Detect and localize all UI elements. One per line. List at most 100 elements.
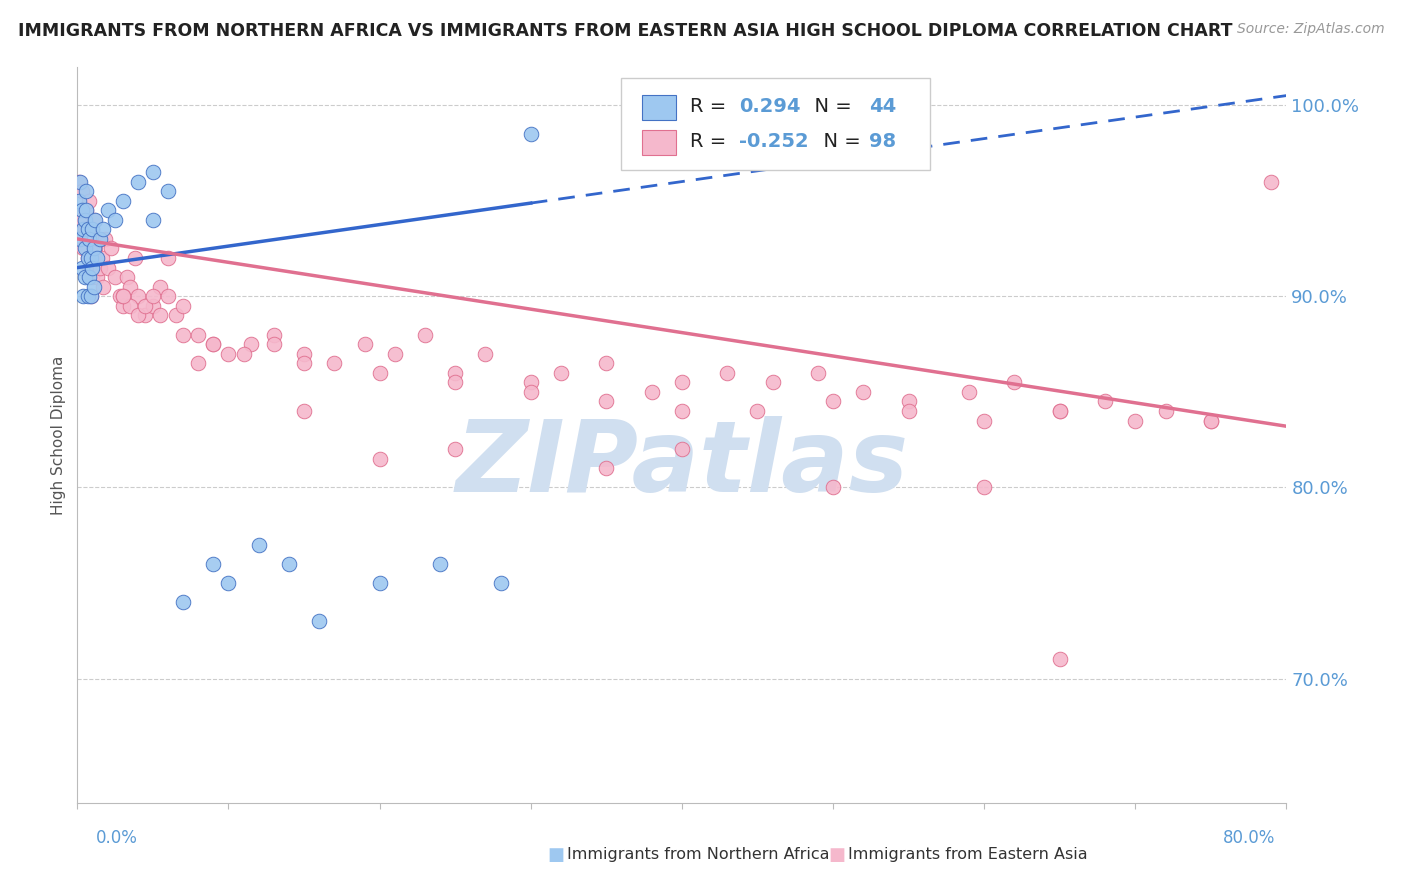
- Text: IMMIGRANTS FROM NORTHERN AFRICA VS IMMIGRANTS FROM EASTERN ASIA HIGH SCHOOL DIPL: IMMIGRANTS FROM NORTHERN AFRICA VS IMMIG…: [18, 22, 1233, 40]
- Point: [100, 242, 122, 256]
- Point: [218, 346, 240, 360]
- Point: [104, 270, 127, 285]
- Point: [444, 366, 467, 380]
- Point: [75, 184, 97, 198]
- Point: [108, 289, 131, 303]
- Point: [89, 232, 111, 246]
- FancyBboxPatch shape: [643, 95, 676, 120]
- Text: 0.294: 0.294: [738, 97, 800, 116]
- Point: [263, 337, 285, 351]
- Point: [67, 194, 90, 208]
- Point: [232, 346, 254, 360]
- Point: [807, 366, 830, 380]
- Point: [821, 480, 844, 494]
- Point: [1260, 175, 1282, 189]
- Point: [1154, 404, 1177, 418]
- Point: [240, 337, 263, 351]
- Point: [897, 394, 920, 409]
- Point: [142, 212, 165, 227]
- Point: [104, 212, 127, 227]
- Point: [172, 327, 194, 342]
- Point: [111, 289, 134, 303]
- Point: [957, 384, 980, 399]
- Point: [247, 538, 270, 552]
- Point: [413, 327, 436, 342]
- Point: [70, 203, 93, 218]
- Point: [70, 184, 93, 198]
- Point: [444, 376, 467, 390]
- Point: [1049, 404, 1071, 418]
- Point: [165, 309, 187, 323]
- Point: [67, 175, 90, 189]
- Point: [973, 413, 995, 427]
- Point: [82, 222, 104, 236]
- Point: [157, 184, 180, 198]
- Point: [77, 289, 100, 303]
- Point: [75, 203, 97, 218]
- Point: [80, 289, 103, 303]
- Point: [80, 251, 103, 265]
- Point: [157, 251, 180, 265]
- Point: [384, 346, 406, 360]
- Point: [368, 576, 391, 591]
- Point: [641, 384, 664, 399]
- Point: [134, 299, 156, 313]
- Text: R =: R =: [690, 132, 733, 152]
- Point: [72, 289, 94, 303]
- Point: [172, 299, 194, 313]
- Point: [149, 309, 172, 323]
- Point: [79, 260, 101, 275]
- Point: [87, 232, 110, 246]
- Point: [263, 327, 285, 342]
- Point: [202, 337, 225, 351]
- Point: [83, 212, 105, 227]
- Point: [84, 242, 107, 256]
- Point: [142, 289, 165, 303]
- Point: [368, 451, 391, 466]
- Point: [82, 260, 104, 275]
- Point: [73, 270, 96, 285]
- Point: [79, 194, 101, 208]
- Text: ■: ■: [828, 846, 845, 863]
- Point: [86, 251, 108, 265]
- Point: [595, 394, 617, 409]
- Point: [520, 127, 543, 141]
- Point: [80, 289, 103, 303]
- Point: [111, 194, 134, 208]
- Text: 98: 98: [869, 132, 897, 152]
- Point: [1094, 394, 1116, 409]
- Point: [77, 222, 100, 236]
- Point: [1199, 413, 1222, 427]
- Point: [120, 299, 142, 313]
- Point: [520, 384, 543, 399]
- Point: [474, 346, 496, 360]
- Point: [73, 222, 96, 236]
- Point: [973, 480, 995, 494]
- Point: [89, 260, 111, 275]
- Point: [82, 270, 104, 285]
- Point: [79, 232, 101, 246]
- FancyBboxPatch shape: [643, 130, 676, 155]
- Point: [69, 232, 91, 246]
- Point: [595, 356, 617, 370]
- Point: [134, 309, 156, 323]
- Y-axis label: High School Diploma: High School Diploma: [51, 355, 66, 515]
- Point: [202, 557, 225, 571]
- Point: [187, 356, 209, 370]
- Point: [86, 270, 108, 285]
- Point: [93, 232, 115, 246]
- Point: [73, 242, 96, 256]
- Point: [82, 222, 104, 236]
- Point: [1049, 404, 1071, 418]
- Point: [595, 461, 617, 475]
- Point: [77, 251, 100, 265]
- Point: [91, 279, 114, 293]
- Point: [1004, 376, 1026, 390]
- Point: [187, 327, 209, 342]
- Point: [429, 557, 451, 571]
- Point: [852, 384, 875, 399]
- Point: [172, 595, 194, 609]
- Point: [897, 404, 920, 418]
- Point: [157, 289, 180, 303]
- Point: [83, 242, 105, 256]
